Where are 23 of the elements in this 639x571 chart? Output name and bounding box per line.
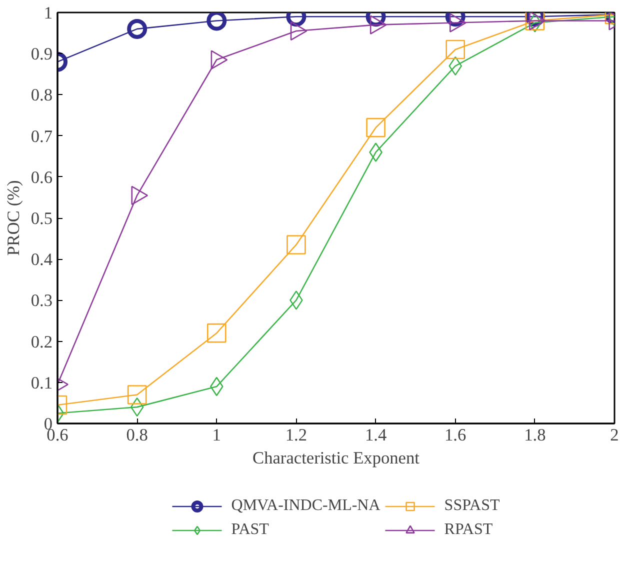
y-tick-label: 0.8 — [30, 86, 53, 105]
x-axis-title: Characteristic Exponent — [252, 448, 420, 468]
y-tick-label: 0.5 — [30, 209, 53, 228]
y-tick-label: 0.3 — [30, 291, 53, 310]
y-tick-label: 0.7 — [30, 126, 53, 146]
y-axis-title: PROC (%) — [4, 180, 23, 256]
legend-label: SSPAST — [444, 496, 500, 514]
y-tick-label: 1 — [44, 4, 53, 22]
legend-label: RPAST — [444, 520, 493, 538]
x-tick-label: 1.2 — [285, 426, 308, 444]
x-tick-label: 1.4 — [364, 426, 387, 444]
y-tick-label: 0.2 — [30, 332, 53, 352]
x-tick-label: 1 — [212, 426, 221, 444]
x-tick-label: 0.8 — [126, 426, 148, 444]
x-tick-label: 1.6 — [444, 426, 467, 444]
y-tick-label: 0.4 — [30, 250, 53, 270]
y-tick-label: 0.1 — [30, 373, 53, 392]
y-tick-label: 0.9 — [30, 44, 53, 64]
y-tick-label: 0.6 — [30, 168, 53, 187]
legend-label: QMVA-INDC-ML-NA — [231, 496, 380, 514]
x-tick-label: 1.8 — [524, 426, 546, 444]
x-tick-label: 2 — [610, 426, 619, 444]
legend-label: PAST — [231, 520, 269, 538]
